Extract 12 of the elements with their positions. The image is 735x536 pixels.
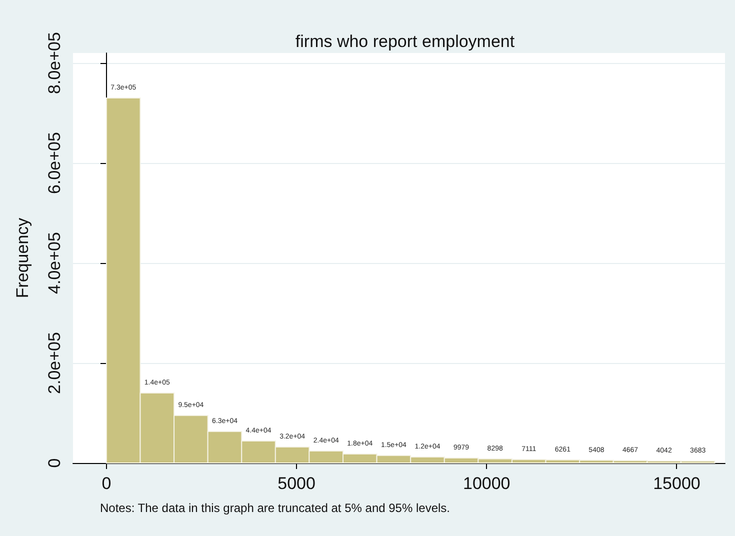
text: Notes: The data in this graph are truncated at 5% and 95% levels. [100,501,450,515]
y-tick-label: 2.0e+05 [45,332,64,394]
x-tick-label: 15000 [653,474,700,493]
y-tick-label: 8.0e+05 [45,32,64,94]
chart-title: firms who report employment [295,32,515,51]
y-tick-label: 0 [45,458,64,468]
x-tick-label: 10000 [462,474,510,493]
y-tick-label: 4.0e+05 [45,232,64,294]
x-tick-label: 5000 [278,474,316,493]
y-axis-title: Frequency [13,217,32,298]
y-tick-label: 6.0e+05 [45,132,64,194]
x-tick-label: 0 [102,474,112,493]
